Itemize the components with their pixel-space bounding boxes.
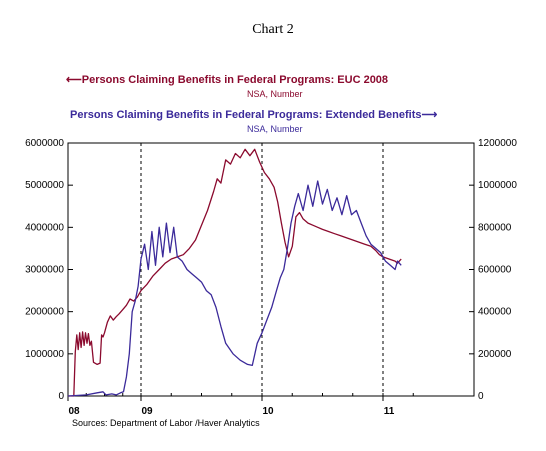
left-tick-label: 0 bbox=[58, 391, 64, 402]
right-tick-label: 400000 bbox=[478, 307, 512, 318]
source-note: Sources: Department of Labor /Haver Anal… bbox=[72, 418, 260, 428]
right-tick-label: 1000000 bbox=[478, 180, 517, 191]
right-tick-label: 600000 bbox=[478, 265, 512, 276]
left-tick-label: 6000000 bbox=[25, 138, 64, 149]
right-tick-label: 0 bbox=[478, 391, 484, 402]
x-tick-label: 08 bbox=[68, 406, 80, 417]
right-arrow-icon: ⟶ bbox=[421, 109, 438, 121]
series-2-subtitle: NSA, Number bbox=[247, 124, 303, 134]
axis-ticks: 0100000020000003000000400000050000006000… bbox=[25, 138, 517, 417]
left-tick-label: 5000000 bbox=[25, 180, 64, 191]
series-2-title: Persons Claiming Benefits in Federal Pro… bbox=[70, 108, 437, 121]
x-tick-label: 09 bbox=[141, 406, 153, 417]
left-tick-label: 3000000 bbox=[25, 265, 64, 276]
left-tick-label: 1000000 bbox=[25, 349, 64, 360]
right-tick-label: 200000 bbox=[478, 349, 512, 360]
right-tick-label: 800000 bbox=[478, 222, 512, 233]
series-1-subtitle: NSA, Number bbox=[247, 89, 303, 99]
left-arrow-icon: ⟵ bbox=[66, 74, 82, 86]
series-line-2 bbox=[67, 180, 402, 397]
grid-lines bbox=[140, 143, 384, 396]
series-line-1 bbox=[68, 148, 402, 397]
left-tick-label: 4000000 bbox=[25, 222, 64, 233]
series-2-name: Persons Claiming Benefits in Federal Pro… bbox=[70, 109, 422, 121]
series-lines bbox=[67, 148, 402, 397]
chart-title: Chart 2 bbox=[252, 22, 294, 37]
x-tick-label: 10 bbox=[262, 406, 274, 417]
right-tick-label: 1200000 bbox=[478, 138, 517, 149]
left-tick-label: 2000000 bbox=[25, 307, 64, 318]
series-1-name: Persons Claiming Benefits in Federal Pro… bbox=[81, 74, 389, 86]
series-1-title: ⟵Persons Claiming Benefits in Federal Pr… bbox=[66, 73, 388, 86]
x-tick-label: 11 bbox=[384, 406, 395, 417]
